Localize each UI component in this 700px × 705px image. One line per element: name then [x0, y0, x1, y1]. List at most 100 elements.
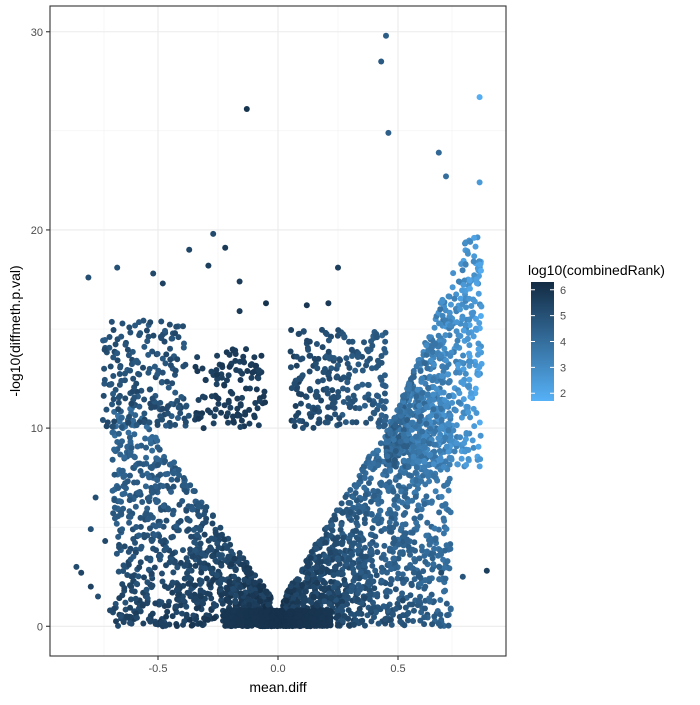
- data-point: [192, 582, 199, 589]
- data-point: [202, 565, 209, 572]
- data-point: [455, 278, 462, 285]
- data-point: [195, 415, 202, 422]
- data-point: [295, 576, 302, 583]
- data-point: [147, 557, 154, 564]
- data-point: [304, 613, 311, 620]
- data-point: [101, 337, 108, 344]
- data-point: [299, 581, 306, 588]
- data-point: [167, 362, 174, 369]
- data-point: [128, 400, 135, 407]
- data-point: [135, 489, 142, 496]
- data-point: [323, 524, 330, 531]
- data-point: [469, 310, 476, 317]
- data-point: [244, 596, 251, 603]
- data-point: [356, 509, 363, 516]
- data-point: [169, 613, 176, 620]
- data-point: [149, 395, 156, 402]
- data-point: [336, 421, 343, 428]
- data-point: [319, 377, 326, 384]
- data-point: [417, 412, 424, 419]
- data-point: [363, 419, 370, 426]
- data-point: [236, 412, 243, 419]
- data-point: [324, 568, 331, 575]
- data-point: [442, 575, 449, 582]
- data-point: [110, 396, 117, 403]
- data-point: [185, 412, 192, 419]
- data-point: [165, 602, 172, 609]
- data-point: [224, 544, 231, 551]
- data-point: [391, 501, 398, 508]
- data-point: [307, 352, 314, 359]
- data-point: [145, 351, 152, 358]
- data-point: [127, 451, 134, 458]
- data-point: [140, 620, 147, 627]
- data-point: [226, 351, 233, 358]
- data-point: [140, 531, 147, 538]
- data-point: [375, 402, 382, 409]
- data-point: [399, 597, 406, 604]
- data-point: [115, 406, 122, 413]
- data-point: [443, 443, 450, 450]
- data-point: [106, 334, 113, 341]
- data-point: [430, 361, 437, 368]
- data-point: [430, 461, 437, 468]
- data-point: [342, 494, 349, 501]
- data-point: [427, 413, 434, 420]
- data-point: [183, 555, 190, 562]
- data-point: [161, 458, 168, 465]
- data-point: [392, 447, 399, 454]
- data-point: [111, 418, 118, 425]
- data-point: [159, 355, 166, 362]
- data-point: [443, 600, 450, 607]
- data-point: [426, 440, 433, 447]
- data-point: [170, 569, 177, 576]
- data-point: [111, 504, 118, 511]
- data-point: [287, 610, 294, 617]
- data-point: [431, 525, 438, 532]
- data-point: [462, 304, 469, 311]
- data-point: [150, 270, 157, 277]
- data-point: [367, 541, 374, 548]
- data-point: [350, 392, 357, 399]
- data-point: [294, 598, 301, 605]
- data-point: [296, 417, 303, 424]
- data-point: [180, 323, 187, 330]
- data-point: [293, 362, 300, 369]
- data-point: [355, 563, 362, 570]
- data-point: [283, 597, 290, 604]
- data-point: [404, 416, 411, 423]
- data-point: [183, 603, 190, 610]
- data-point: [187, 546, 194, 553]
- data-point: [473, 315, 480, 322]
- data-point: [237, 423, 244, 430]
- data-point: [133, 580, 140, 587]
- data-point: [391, 537, 398, 544]
- data-point: [240, 353, 247, 360]
- legend-colorbar: [531, 282, 554, 401]
- data-point: [353, 514, 360, 521]
- data-point: [426, 334, 433, 341]
- data-point: [366, 396, 373, 403]
- data-point: [175, 404, 182, 411]
- data-point: [117, 364, 124, 371]
- data-point: [445, 622, 452, 629]
- data-point: [174, 356, 181, 363]
- data-point: [112, 341, 119, 348]
- data-point: [453, 440, 460, 447]
- data-point: [145, 516, 152, 523]
- data-point: [417, 513, 424, 520]
- data-point: [205, 262, 212, 269]
- data-point: [335, 589, 342, 596]
- data-point: [413, 393, 420, 400]
- data-point: [409, 601, 416, 608]
- data-point: [78, 569, 85, 576]
- data-point: [475, 290, 482, 297]
- data-point: [214, 352, 221, 359]
- y-tick-label: 30: [31, 27, 43, 39]
- data-point: [200, 511, 207, 518]
- data-point: [159, 483, 166, 490]
- data-point: [126, 434, 133, 441]
- data-point: [169, 579, 176, 586]
- data-point: [359, 367, 366, 374]
- data-point: [385, 462, 392, 469]
